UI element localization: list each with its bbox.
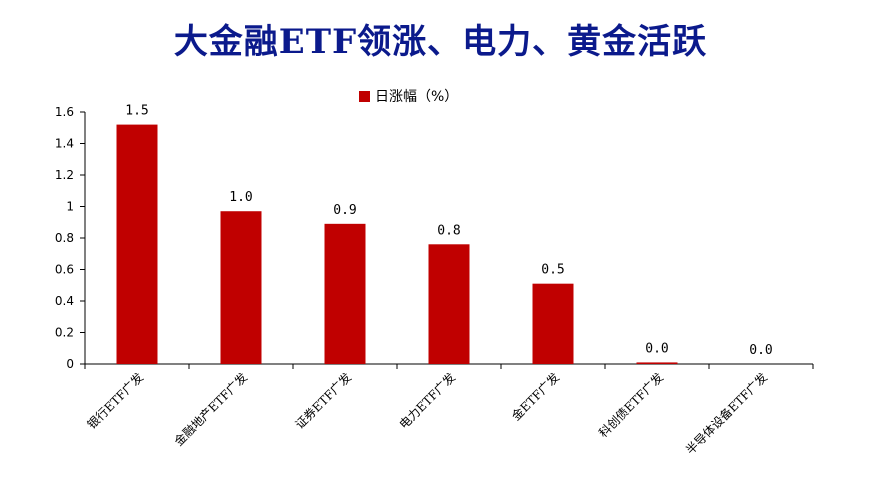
legend-swatch [359,91,370,102]
y-tick-label: 0 [66,357,74,371]
category-label: 金ETF广发 [508,370,562,424]
x-axis [84,363,814,369]
y-tick-label: 0.6 [55,263,74,277]
y-axis: 0 0.2 0.4 0.6 0.8 1 1.2 1.4 1.6 [55,105,86,371]
y-tick-label: 1.4 [55,137,74,151]
category-label: 证券ETF广发 [292,370,354,432]
data-labels: 1.5 1.0 0.9 0.8 0.5 0.0 0.0 [125,104,772,358]
data-label: 1.0 [229,190,252,205]
data-label: 0.0 [749,343,772,358]
data-label: 0.0 [645,341,668,356]
page-title: 大金融ETF领涨、电力、黄金活跃 [173,22,708,62]
bar [116,124,158,364]
bar [428,244,470,364]
y-tick-label: 1.6 [55,105,74,119]
bar [324,223,366,364]
data-label: 0.8 [437,223,460,238]
category-label: 电力ETF广发 [396,370,458,432]
legend: 日涨幅（%） [359,89,458,105]
data-label: 1.5 [125,104,148,119]
category-labels: 银行ETF广发 金融地产ETF广发 证券ETF广发 电力ETF广发 金ETF广发 科创债E… [84,370,770,458]
bar [532,283,574,364]
bar [636,362,678,364]
data-label: 0.5 [541,263,564,278]
legend-label: 日涨幅（%） [375,89,458,105]
bars [116,124,678,364]
y-tick-label: 1.2 [55,168,74,182]
data-label: 0.9 [333,203,356,218]
y-tick-label: 0.4 [55,294,74,308]
category-label: 银行ETF广发 [84,370,146,432]
y-tick-label: 1 [66,200,74,214]
bar [220,211,262,364]
category-label: 科创债ETF广发 [595,370,666,441]
category-label: 半导体设备ETF广发 [682,370,770,458]
category-label: 金融地产ETF广发 [171,370,250,449]
y-tick-label: 0.8 [55,231,74,245]
y-tick-label: 0.2 [55,326,74,340]
